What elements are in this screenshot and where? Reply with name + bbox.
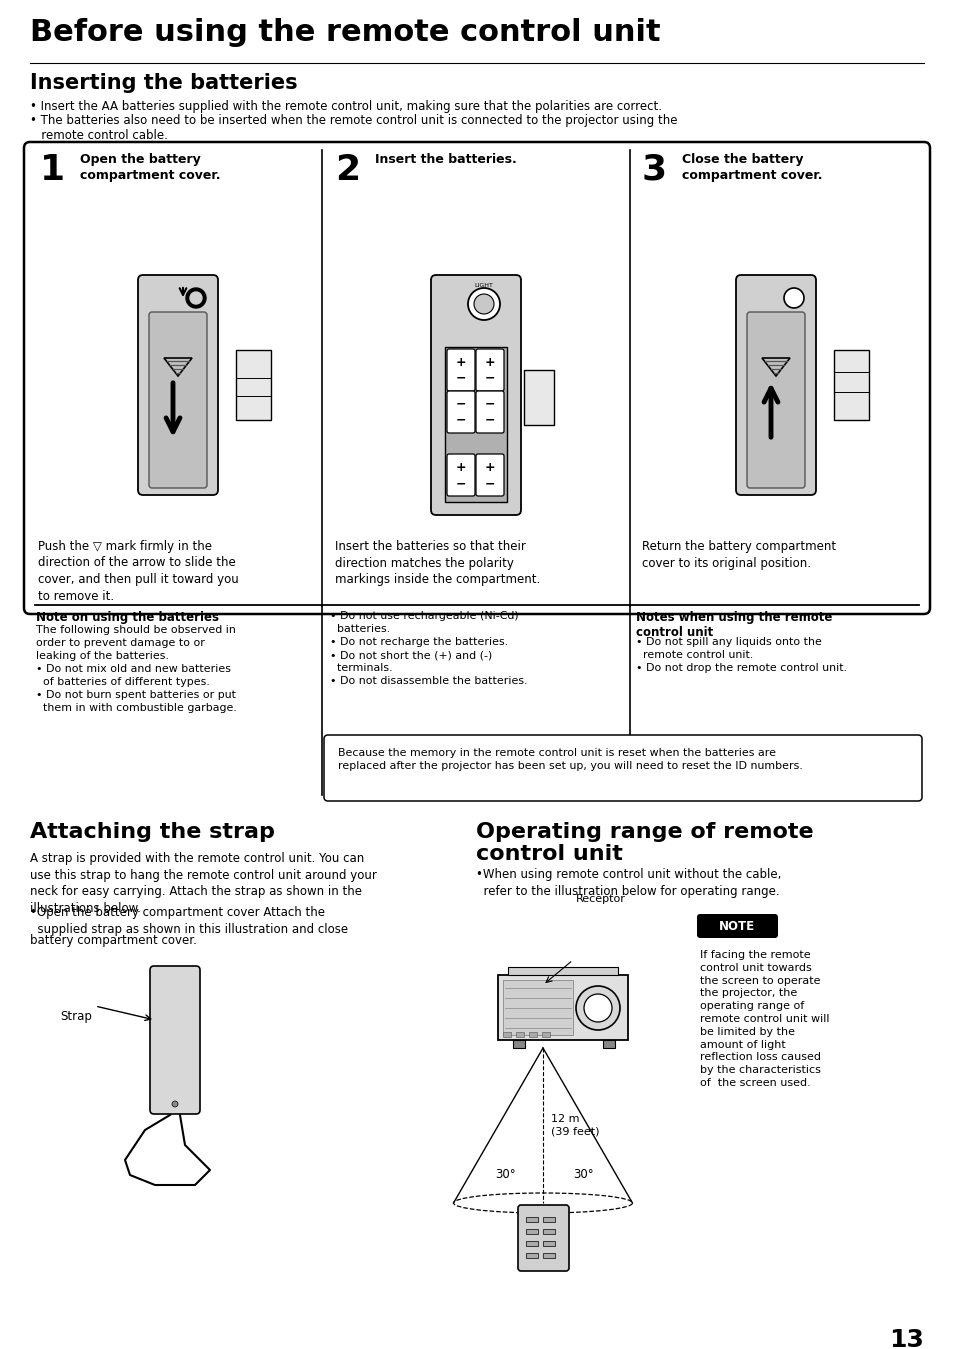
Bar [525,1229,537,1234]
Text: 3: 3 [641,152,666,188]
Text: −: − [456,398,466,411]
Bar [602,1040,615,1048]
Circle shape [783,287,803,308]
Text: −: − [456,372,466,384]
Bar [502,979,573,1035]
FancyBboxPatch shape [476,455,503,496]
FancyBboxPatch shape [476,391,503,433]
Text: −: − [484,478,495,490]
Text: Note on using the batteries: Note on using the batteries [36,611,219,625]
Text: +: + [484,356,495,370]
Bar [529,1032,537,1037]
Bar [525,1241,537,1246]
Bar [507,967,618,975]
Text: +: + [456,356,466,370]
FancyBboxPatch shape [150,966,200,1114]
Text: 30°: 30° [495,1168,515,1182]
Text: −: − [484,372,495,384]
Circle shape [186,287,206,308]
Bar [525,1253,537,1259]
Text: Strap: Strap [60,1010,91,1023]
Text: Operating range of remote
control unit: Operating range of remote control unit [476,822,813,863]
Text: • Do not use rechargeable (Ni-Cd)
  batteries.
• Do not recharge the batteries.
: • Do not use rechargeable (Ni-Cd) batter… [330,611,527,687]
Text: • Do not spill any liquids onto the
  remote control unit.
• Do not drop the rem: • Do not spill any liquids onto the remo… [636,637,846,673]
Bar [542,1229,555,1234]
Text: +: + [456,461,466,473]
Bar [502,1032,511,1037]
Bar [444,347,506,502]
Text: 2: 2 [335,152,359,188]
Bar [516,1032,523,1037]
FancyBboxPatch shape [138,275,218,495]
FancyBboxPatch shape [697,915,778,938]
Circle shape [172,1101,178,1108]
Text: Inserting the batteries: Inserting the batteries [30,73,297,93]
Text: battery compartment cover.: battery compartment cover. [30,934,196,947]
FancyBboxPatch shape [746,312,804,488]
Text: −: − [456,478,466,490]
Bar [542,1241,555,1246]
Text: Open the battery
compartment cover.: Open the battery compartment cover. [80,152,220,182]
Text: A strap is provided with the remote control unit. You can
use this strap to hang: A strap is provided with the remote cont… [30,853,376,915]
Circle shape [474,294,494,314]
Text: 30°: 30° [572,1168,593,1182]
FancyBboxPatch shape [476,349,503,391]
FancyBboxPatch shape [431,275,520,515]
Bar [542,1253,555,1259]
FancyBboxPatch shape [447,391,475,433]
Text: 1: 1 [40,152,65,188]
Text: +: + [484,461,495,473]
Text: • The batteries also need to be inserted when the remote control unit is connect: • The batteries also need to be inserted… [30,115,677,142]
FancyBboxPatch shape [447,455,475,496]
Text: If facing the remote
control unit towards
the screen to operate
the projector, t: If facing the remote control unit toward… [700,950,828,1089]
Text: Notes when using the remote
control unit: Notes when using the remote control unit [636,611,832,639]
Text: Push the ▽ mark firmly in the
direction of the arrow to slide the
cover, and the: Push the ▽ mark firmly in the direction … [38,540,238,603]
Bar [497,975,627,1040]
Text: Attaching the strap: Attaching the strap [30,822,274,842]
Bar [513,1040,524,1048]
Text: 13: 13 [888,1327,923,1349]
FancyBboxPatch shape [324,735,921,801]
FancyBboxPatch shape [447,349,475,391]
Text: −: − [484,414,495,428]
Text: Before using the remote control unit: Before using the remote control unit [30,18,659,47]
FancyBboxPatch shape [24,142,929,614]
Text: Insert the batteries.: Insert the batteries. [375,152,517,166]
Bar [235,349,271,420]
Text: •Open the battery compartment cover Attach the
  supplied strap as shown in this: •Open the battery compartment cover Atta… [30,907,348,935]
Text: Insert the batteries so that their
direction matches the polarity
markings insid: Insert the batteries so that their direc… [335,540,539,585]
Text: •When using remote control unit without the cable,
  refer to the illustration b: •When using remote control unit without … [476,867,781,897]
Text: −: − [484,398,495,411]
Text: NOTE: NOTE [719,920,754,932]
Text: LIGHT: LIGHT [474,283,493,287]
FancyBboxPatch shape [517,1205,568,1271]
Text: Close the battery
compartment cover.: Close the battery compartment cover. [681,152,821,182]
Text: Receptor: Receptor [576,894,625,904]
Circle shape [190,291,202,304]
Bar [542,1217,555,1222]
Bar [523,370,554,425]
Text: −: − [456,414,466,428]
Bar [833,349,868,420]
Bar [541,1032,550,1037]
Circle shape [468,287,499,320]
Text: Because the memory in the remote control unit is reset when the batteries are
re: Because the memory in the remote control… [337,747,801,772]
Circle shape [576,986,619,1031]
Text: The following should be observed in
order to prevent damage to or
leaking of the: The following should be observed in orde… [36,625,236,714]
Text: Return the battery compartment
cover to its original position.: Return the battery compartment cover to … [641,540,835,569]
FancyBboxPatch shape [735,275,815,495]
Text: • Insert the AA batteries supplied with the remote control unit, making sure tha: • Insert the AA batteries supplied with … [30,100,661,113]
FancyBboxPatch shape [149,312,207,488]
Bar [525,1217,537,1222]
Circle shape [583,994,612,1023]
Text: 12 m
(39 feet): 12 m (39 feet) [551,1114,598,1136]
